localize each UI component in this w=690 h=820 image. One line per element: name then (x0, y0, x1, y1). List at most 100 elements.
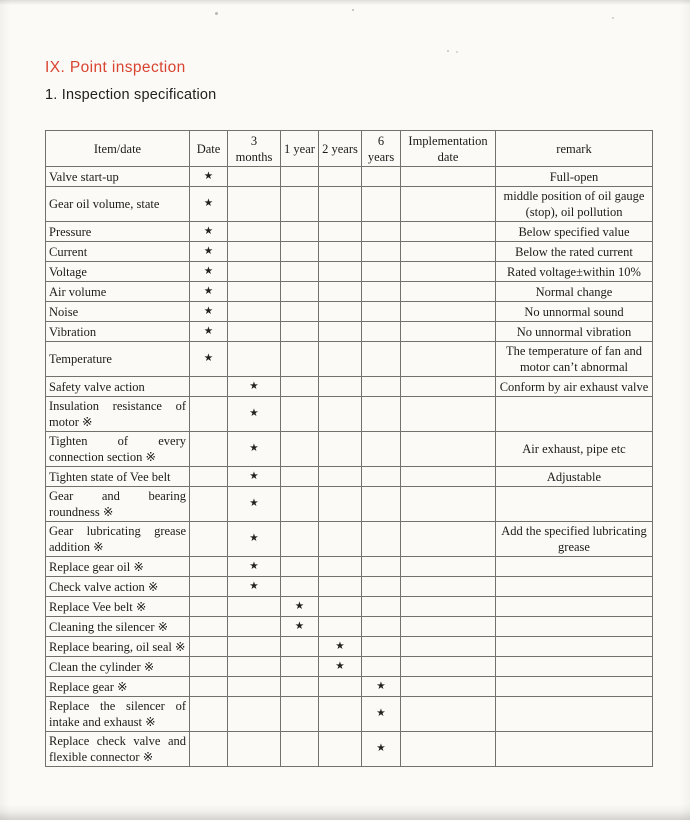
implementation-date-cell (400, 656, 496, 677)
implementation-date-cell (400, 301, 496, 322)
column-header-y1: 1 year (280, 130, 319, 167)
date-cell-star-mark: ★ (189, 301, 228, 322)
y1-cell (280, 431, 319, 467)
date-cell-star-mark: ★ (189, 321, 228, 342)
y2-cell (318, 166, 362, 187)
table-row: Valve start-up ★ Full-open (45, 166, 653, 187)
column-header-impl: Implementation date (400, 130, 496, 167)
remark-cell: No unnormal sound (495, 301, 653, 322)
m3-cell (227, 656, 281, 677)
table-row: Clean the cylinder ※ ★ (45, 656, 653, 677)
y6-cell (361, 576, 401, 597)
date-cell (189, 376, 228, 397)
table-row: Pressure ★ Below specified value (45, 221, 653, 242)
y1-cell (280, 521, 319, 557)
table-row: Gear lubricating grease addition ※ ★ Add t… (45, 521, 653, 557)
y6-cell (361, 521, 401, 557)
y2-cell (318, 731, 362, 767)
table-row: Vibration ★ No unnormal vibration (45, 321, 653, 342)
y1-cell (280, 376, 319, 397)
y1-cell (280, 486, 319, 522)
implementation-date-cell (400, 556, 496, 577)
subsection-title: 1. Inspection specification (45, 87, 217, 103)
y6-cell (361, 431, 401, 467)
y2-cell (318, 341, 362, 377)
remark-cell: Full-open (495, 166, 653, 187)
m3-cell-star-mark: ★ (227, 556, 281, 577)
m3-cell (227, 676, 281, 697)
item-cell: Replace gear oil ※ (45, 556, 190, 577)
y2-cell (318, 261, 362, 282)
implementation-date-cell (400, 486, 496, 522)
remark-cell (495, 396, 653, 432)
table-row: Tighten state of Vee belt ★ Adjustable (45, 466, 653, 487)
y1-cell (280, 576, 319, 597)
scan-speck (456, 51, 458, 53)
item-cell: Check valve action ※ (45, 576, 190, 597)
y6-cell (361, 341, 401, 377)
implementation-date-cell (400, 431, 496, 467)
item-cell: Tighten of every connection section ※ (45, 431, 190, 467)
remark-cell: Adjustable (495, 466, 653, 487)
m3-cell (227, 281, 281, 302)
item-cell: Safety valve action (45, 376, 190, 397)
item-cell: Replace bearing, oil seal ※ (45, 636, 190, 657)
y2-cell (318, 221, 362, 242)
y1-cell (280, 241, 319, 262)
table-row: Replace Vee belt ※ ★ (45, 596, 653, 617)
date-cell (189, 676, 228, 697)
m3-cell-star-mark: ★ (227, 521, 281, 557)
y1-cell (280, 186, 319, 222)
y1-cell-star-mark: ★ (280, 596, 319, 617)
remark-cell: Below specified value (495, 221, 653, 242)
y1-cell (280, 321, 319, 342)
item-cell: Pressure (45, 221, 190, 242)
remark-cell: middle position of oil gauge (stop), oil… (495, 186, 653, 222)
table-row: Noise ★ No unnormal sound (45, 301, 653, 322)
item-cell: Gear oil volume, state (45, 186, 190, 222)
date-cell (189, 576, 228, 597)
implementation-date-cell (400, 321, 496, 342)
remark-cell (495, 696, 653, 732)
m3-cell-star-mark: ★ (227, 396, 281, 432)
column-header-m3: 3 months (227, 130, 281, 167)
remark-cell: No unnormal vibration (495, 321, 653, 342)
implementation-date-cell (400, 376, 496, 397)
table-row: Air volume ★ Normal change (45, 281, 653, 302)
y1-cell (280, 281, 319, 302)
implementation-date-cell (400, 466, 496, 487)
implementation-date-cell (400, 616, 496, 637)
remark-cell: Conform by air exhaust valve (495, 376, 653, 397)
item-cell: Gear and bearing roundness ※ (45, 486, 190, 522)
m3-cell (227, 731, 281, 767)
item-cell: Cleaning the silencer ※ (45, 616, 190, 637)
item-cell: Voltage (45, 261, 190, 282)
y2-cell (318, 596, 362, 617)
remark-cell: Rated voltage±within 10% (495, 261, 653, 282)
item-cell: Noise (45, 301, 190, 322)
column-header-remark: remark (495, 130, 653, 167)
y6-cell (361, 281, 401, 302)
item-cell: Replace check valve and flexible connect… (45, 731, 190, 767)
item-cell: Current (45, 241, 190, 262)
item-cell: Replace the silencer of intake and exhau… (45, 696, 190, 732)
m3-cell (227, 341, 281, 377)
date-cell (189, 396, 228, 432)
remark-cell (495, 656, 653, 677)
header-row: Item/date Date 3 months 1 year 2 years 6 year… (45, 130, 653, 167)
table-row: Tighten of every connection section ※ ★ Ai… (45, 431, 653, 467)
y1-cell (280, 556, 319, 577)
y1-cell (280, 731, 319, 767)
y6-cell (361, 321, 401, 342)
y6-cell (361, 396, 401, 432)
y6-cell (361, 186, 401, 222)
scan-speck (352, 9, 354, 11)
m3-cell-star-mark: ★ (227, 576, 281, 597)
scan-speck (215, 12, 218, 15)
item-cell: Vibration (45, 321, 190, 342)
y2-cell (318, 186, 362, 222)
scan-speck (612, 17, 614, 19)
table-row: Check valve action ※ ★ (45, 576, 653, 597)
m3-cell (227, 261, 281, 282)
